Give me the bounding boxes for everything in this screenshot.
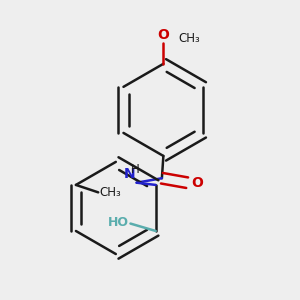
Text: H: H — [131, 163, 140, 176]
Text: HO: HO — [108, 217, 129, 230]
Text: O: O — [192, 176, 203, 190]
Text: CH₃: CH₃ — [100, 186, 122, 200]
Text: N: N — [124, 167, 135, 181]
Text: CH₃: CH₃ — [179, 32, 201, 45]
Text: O: O — [158, 28, 169, 41]
